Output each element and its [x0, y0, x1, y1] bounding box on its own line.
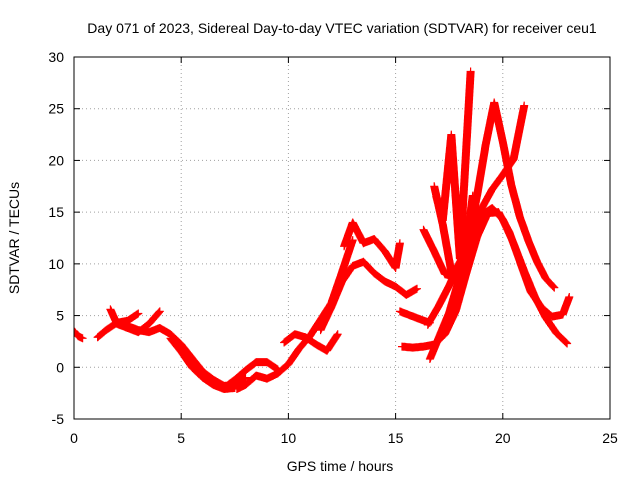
x-tick-label: 5 — [177, 430, 185, 446]
y-tick-label: 15 — [48, 204, 64, 220]
chart-title: Day 071 of 2023, Sidereal Day-to-day VTE… — [87, 20, 597, 36]
x-tick-label: 15 — [388, 430, 404, 446]
y-tick-label: 10 — [48, 256, 64, 272]
y-tick-label: 25 — [48, 101, 64, 117]
y-axis-label: SDTVAR / TECUs — [6, 182, 22, 294]
series-arc-1 — [74, 327, 87, 343]
series-arc-6 — [220, 358, 282, 392]
series-arc-17 — [432, 67, 475, 263]
series-arc-16 — [430, 98, 559, 292]
data-series — [74, 67, 574, 393]
y-tick-label: 5 — [56, 308, 64, 324]
y-tick-label: 30 — [48, 49, 64, 65]
series-arc-10 — [340, 218, 404, 272]
series-arc-9 — [316, 257, 421, 335]
y-tick-label: 20 — [48, 152, 64, 168]
x-tick-label: 20 — [495, 430, 511, 446]
y-tick-label: -5 — [52, 411, 65, 427]
x-tick-label: 25 — [602, 430, 618, 446]
x-axis-ticks: 0 5 10 15 20 25 — [70, 57, 618, 446]
x-tick-label: 0 — [70, 430, 78, 446]
y-tick-label: 0 — [56, 359, 64, 375]
x-axis-label: GPS time / hours — [287, 458, 394, 474]
series-arc-8 — [280, 330, 342, 355]
plot-border — [73, 56, 611, 420]
y-axis-ticks: -5 0 5 10 15 20 25 30 — [48, 49, 610, 427]
x-tick-label: 10 — [281, 430, 297, 446]
